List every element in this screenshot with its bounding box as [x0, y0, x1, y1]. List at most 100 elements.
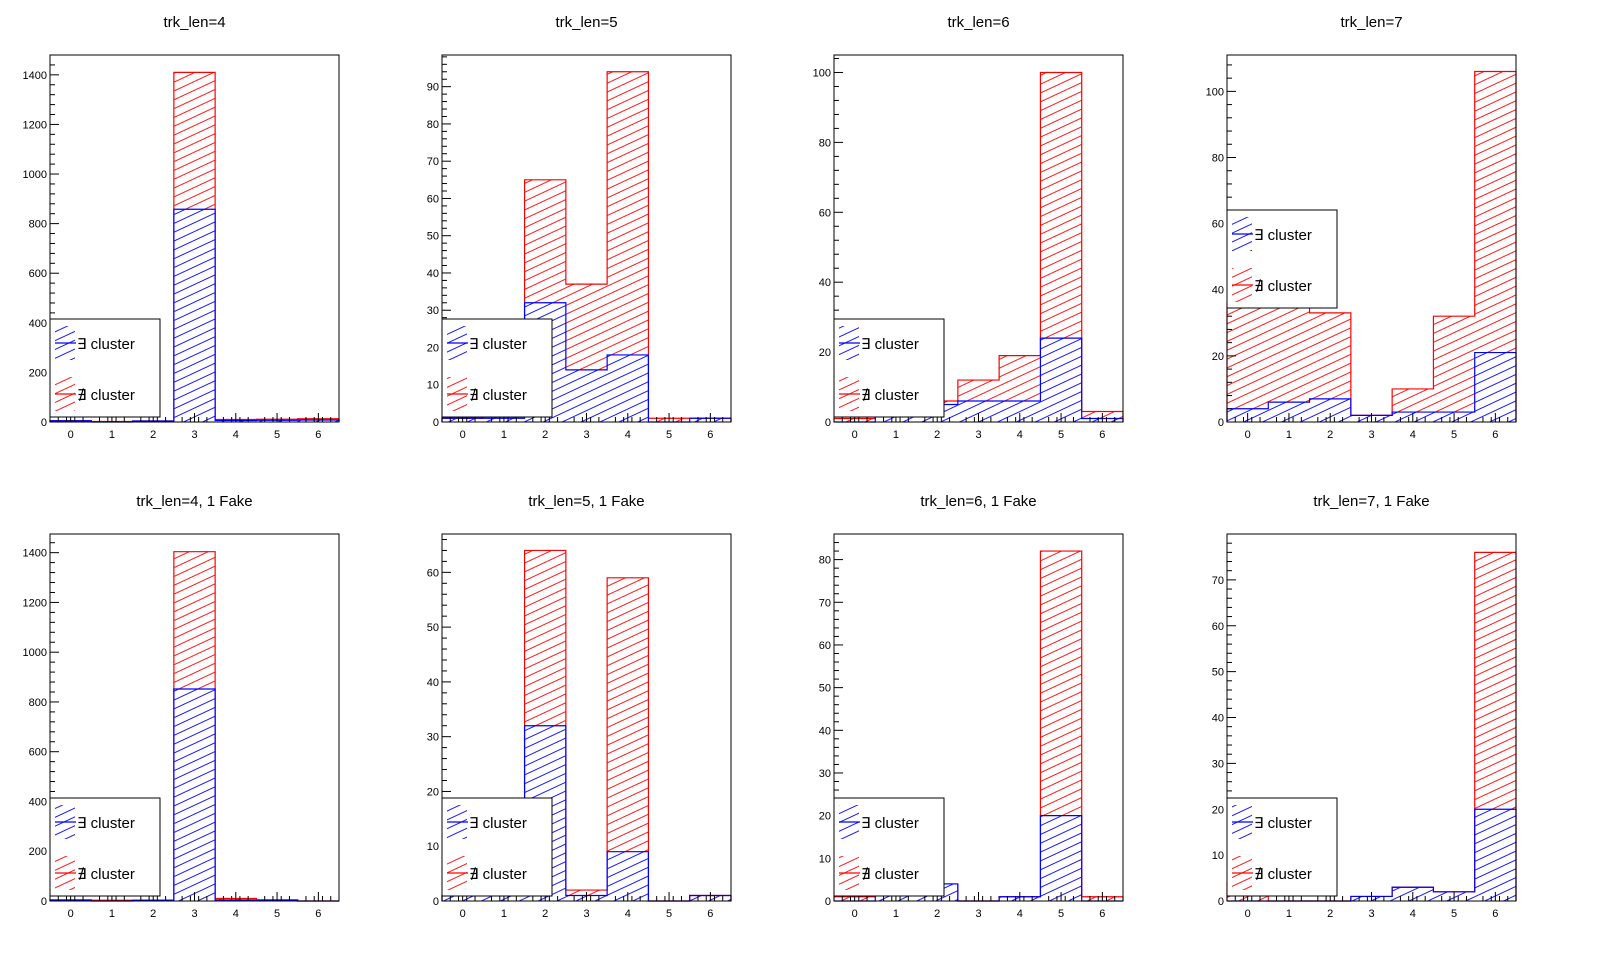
y-tick-label: 200 — [29, 367, 47, 379]
bar-not-exists-cluster — [1309, 312, 1351, 399]
legend: ∃ cluster ∄ cluster — [49, 318, 161, 418]
y-tick-label: 40 — [427, 268, 439, 280]
x-tick-label: 5 — [1451, 429, 1457, 441]
x-tick-label: 6 — [315, 429, 321, 441]
x-tick-label: 2 — [1327, 908, 1333, 920]
x-tick-label: 4 — [1410, 908, 1416, 920]
x-tick-label: 1 — [1286, 429, 1292, 441]
y-tick-label: 1000 — [23, 169, 47, 181]
legend-label: ∄ cluster — [861, 866, 919, 883]
chart-title: trk_len=6 — [947, 14, 1009, 31]
chart-title: trk_len=6, 1 Fake — [920, 493, 1036, 510]
x-tick-label: 3 — [1368, 908, 1374, 920]
y-tick-label: 100 — [813, 67, 831, 79]
y-tick-label: 0 — [41, 896, 47, 908]
bar-exists-cluster — [999, 401, 1041, 422]
y-tick-label: 100 — [1206, 86, 1224, 98]
legend-entry-not-exists-cluster: ∄ cluster — [839, 377, 919, 411]
bar-exists-cluster — [1474, 809, 1516, 901]
y-tick-label: 70 — [1212, 575, 1224, 587]
x-tick-label: 0 — [68, 429, 74, 441]
bar-exists-cluster — [1474, 352, 1516, 422]
legend-label: ∃ cluster — [77, 336, 135, 353]
legend-label: ∃ cluster — [469, 815, 527, 832]
y-tick-label: 0 — [433, 896, 439, 908]
y-tick-label: 400 — [29, 796, 47, 808]
chart-title: trk_len=7 — [1340, 14, 1402, 31]
y-tick-label: 800 — [29, 219, 47, 231]
y-tick-label: 30 — [427, 732, 439, 744]
x-tick-label: 0 — [852, 429, 858, 441]
x-tick-label: 1 — [109, 429, 115, 441]
y-tick-label: 1400 — [23, 548, 47, 560]
legend-label: ∄ cluster — [1254, 866, 1312, 883]
x-tick-label: 1 — [893, 908, 899, 920]
x-tick-label: 0 — [1245, 429, 1251, 441]
x-tick-label: 4 — [625, 429, 631, 441]
y-tick-label: 20 — [1212, 351, 1224, 363]
bar-not-exists-cluster — [607, 577, 649, 852]
outline-exists-cluster — [1226, 351, 1517, 422]
y-tick-label: 50 — [427, 622, 439, 634]
y-tick-label: 80 — [427, 119, 439, 131]
bar-not-exists-cluster — [607, 71, 649, 355]
x-tick-label: 5 — [1058, 429, 1064, 441]
x-tick-label: 6 — [1492, 429, 1498, 441]
outline-exists-cluster — [441, 302, 732, 423]
histogram-panel: trk_len=5, 1 Fake 0 10 20 30 40 50 60 0 1 2 3 4 5 6 ∃ c… — [427, 493, 732, 920]
legend-entry-not-exists-cluster: ∄ cluster — [447, 856, 527, 890]
y-tick-label: 10 — [1212, 850, 1224, 862]
bar-not-exists-cluster — [524, 179, 566, 303]
bar-not-exists-cluster — [173, 551, 216, 690]
x-tick-label: 3 — [583, 908, 589, 920]
legend-entry-exists-cluster: ∃ cluster — [1232, 217, 1312, 251]
y-tick-label: 1200 — [23, 119, 47, 131]
legend-label: ∄ cluster — [77, 866, 135, 883]
bar-exists-cluster — [173, 209, 216, 422]
y-tick-label: 60 — [819, 640, 831, 652]
y-tick-label: 60 — [1212, 219, 1224, 231]
y-tick-label: 60 — [427, 567, 439, 579]
y-tick-label: 400 — [29, 318, 47, 330]
bar-not-exists-cluster — [524, 550, 566, 726]
x-tick-label: 6 — [707, 429, 713, 441]
y-tick-label: 0 — [433, 417, 439, 429]
legend-entry-exists-cluster: ∃ cluster — [1232, 805, 1312, 839]
bar-not-exists-cluster — [1392, 388, 1434, 413]
y-tick-label: 0 — [41, 417, 47, 429]
chart-title: trk_len=7, 1 Fake — [1313, 493, 1429, 510]
histogram-panel: trk_len=7, 1 Fake 0 10 20 30 40 50 60 70 0 1 2 3 4 5 6 ∃… — [1212, 493, 1517, 920]
x-tick-label: 2 — [934, 429, 940, 441]
y-tick-label: 60 — [819, 207, 831, 219]
histogram-panel: trk_len=7 0 20 40 60 80 100 0 1 2 3 4 5 6 ∃ cluster ∄ c… — [1206, 14, 1517, 441]
y-tick-label: 0 — [825, 417, 831, 429]
bar-not-exists-cluster — [999, 355, 1041, 402]
x-tick-label: 2 — [150, 908, 156, 920]
x-tick-label: 5 — [274, 908, 280, 920]
y-tick-label: 20 — [819, 347, 831, 359]
histogram-panel: trk_len=4 0 200 400 600 800 1000 1200 1400 0 1 2 3 4 5… — [23, 14, 340, 441]
x-tick-label: 0 — [1245, 908, 1251, 920]
bar-exists-cluster — [1040, 815, 1082, 901]
x-tick-label: 6 — [1099, 429, 1105, 441]
x-tick-label: 1 — [109, 908, 115, 920]
y-tick-label: 30 — [1212, 758, 1224, 770]
bar-not-exists-cluster — [1474, 71, 1516, 353]
x-tick-label: 2 — [1327, 429, 1333, 441]
bar-not-exists-cluster — [1040, 551, 1082, 816]
legend: ∃ cluster ∄ cluster — [833, 797, 945, 897]
x-tick-label: 2 — [934, 908, 940, 920]
bar-exists-cluster — [1268, 402, 1310, 422]
y-tick-label: 200 — [29, 846, 47, 858]
x-tick-label: 2 — [542, 429, 548, 441]
y-tick-label: 60 — [1212, 621, 1224, 633]
x-tick-label: 1 — [501, 908, 507, 920]
bar-exists-cluster — [1040, 338, 1082, 422]
legend-entry-exists-cluster: ∃ cluster — [839, 326, 919, 360]
legend-entry-exists-cluster: ∃ cluster — [447, 326, 527, 360]
bar-exists-cluster — [173, 689, 216, 901]
y-tick-label: 0 — [825, 896, 831, 908]
y-tick-label: 30 — [427, 305, 439, 317]
y-tick-label: 10 — [427, 380, 439, 392]
